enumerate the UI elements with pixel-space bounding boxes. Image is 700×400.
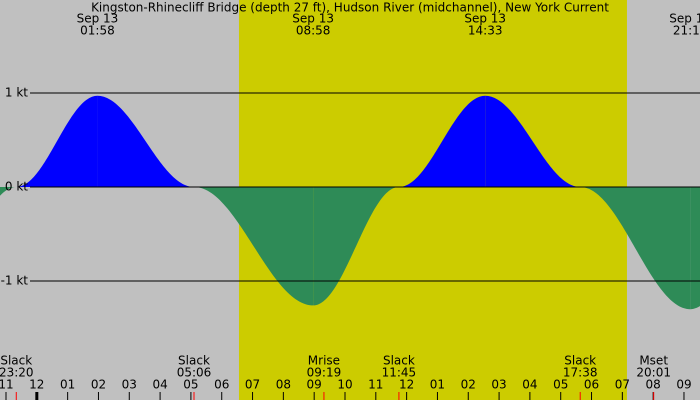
x-tick-label: 03 [122, 378, 137, 392]
current-area [193, 186, 314, 306]
event-label: Mset [639, 354, 668, 368]
event-time: 17:38 [563, 366, 598, 380]
current-area [398, 95, 486, 187]
chart-title: Kingston-Rhinecliff Bridge (depth 27 ft)… [91, 1, 609, 15]
x-tick-label: 08 [276, 378, 291, 392]
current-area [97, 95, 194, 187]
y-tick-label: -1 kt [1, 273, 29, 287]
x-tick-label: 10 [337, 378, 352, 392]
extreme-date: Sep 13 [77, 12, 119, 26]
x-tick-label: 12 [399, 378, 414, 392]
current-area [485, 95, 581, 187]
x-tick-label: 12 [29, 378, 44, 392]
x-tick-label: 07 [245, 378, 260, 392]
x-tick-label: 06 [584, 378, 599, 392]
current-area [16, 95, 98, 187]
x-tick-label: 06 [214, 378, 229, 392]
x-tick-label: 05 [553, 378, 568, 392]
current-area [690, 186, 700, 310]
current-area [313, 186, 399, 306]
x-tick-label: 07 [615, 378, 630, 392]
x-tick-label: 09 [676, 378, 691, 392]
x-tick-label: 11 [0, 378, 14, 392]
x-tick-label: 02 [91, 378, 106, 392]
event-time: 09:19 [307, 366, 342, 380]
event-label: Mrise [308, 354, 340, 368]
x-tick-label: 04 [152, 378, 167, 392]
extreme-date: Sep 13 [669, 12, 700, 26]
current-area [0, 186, 17, 196]
event-label: Slack [383, 354, 415, 368]
event-time: 23:20 [0, 366, 34, 380]
x-tick-label: 05 [183, 378, 198, 392]
extreme-time: 14:33 [468, 24, 503, 38]
extreme-date: Sep 13 [292, 12, 334, 26]
event-time: 11:45 [382, 366, 417, 380]
x-tick-label: 01 [430, 378, 445, 392]
x-tick-label: 02 [461, 378, 476, 392]
y-tick-label: 1 kt [5, 85, 28, 99]
extreme-time: 01:58 [80, 24, 115, 38]
x-tick-label: 03 [491, 378, 506, 392]
current-area [580, 186, 691, 310]
extreme-time: 08:58 [296, 24, 331, 38]
x-tick-label: 11 [368, 378, 383, 392]
x-tick-label: 04 [522, 378, 537, 392]
y-tick-label: 0 kt [5, 179, 28, 193]
event-time: 05:06 [177, 366, 212, 380]
x-tick-label: 08 [646, 378, 661, 392]
event-time: 20:01 [636, 366, 671, 380]
extreme-time: 21:12 [673, 24, 700, 38]
event-label: Slack [178, 354, 210, 368]
event-label: Slack [0, 354, 32, 368]
x-tick-label: 01 [60, 378, 75, 392]
event-label: Slack [564, 354, 596, 368]
extreme-date: Sep 13 [464, 12, 506, 26]
x-tick-label: 09 [307, 378, 322, 392]
